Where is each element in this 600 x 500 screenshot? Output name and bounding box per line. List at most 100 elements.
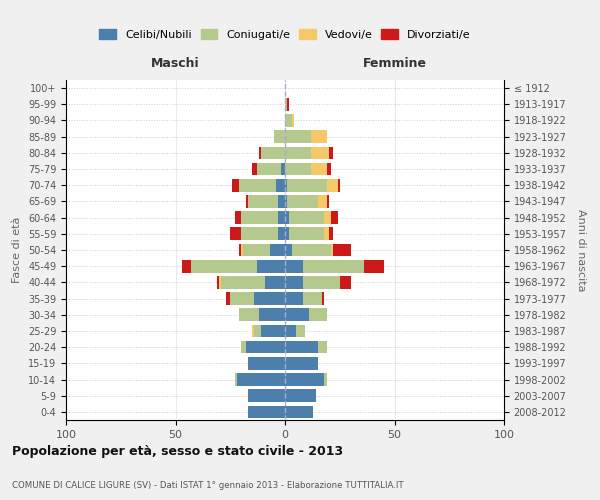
Bar (182, 260, 191, 272)
Bar (248, 357, 285, 370)
Bar (338, 179, 340, 192)
Bar (289, 212, 325, 224)
Bar (285, 324, 296, 338)
Bar (245, 195, 248, 207)
Bar (191, 260, 257, 272)
Bar (226, 292, 230, 305)
Bar (285, 228, 289, 240)
Bar (302, 276, 340, 288)
Bar (285, 114, 292, 127)
Y-axis label: Fasce di età: Fasce di età (13, 217, 22, 283)
Text: COMUNE DI CALICE LIGURE (SV) - Dati ISTAT 1° gennaio 2013 - Elaborazione TUTTITA: COMUNE DI CALICE LIGURE (SV) - Dati ISTA… (12, 481, 404, 490)
Bar (241, 244, 244, 256)
Bar (285, 146, 311, 159)
Bar (244, 244, 269, 256)
Bar (285, 276, 302, 288)
Bar (285, 244, 292, 256)
Bar (285, 308, 309, 321)
Bar (269, 244, 285, 256)
Bar (281, 162, 285, 175)
Bar (241, 341, 245, 353)
Bar (326, 179, 338, 192)
Bar (292, 114, 294, 127)
Bar (285, 162, 311, 175)
Bar (302, 292, 322, 305)
Bar (340, 276, 350, 288)
Bar (329, 228, 333, 240)
Bar (239, 179, 276, 192)
Bar (285, 98, 287, 110)
Bar (241, 212, 278, 224)
Bar (285, 341, 318, 353)
Bar (325, 373, 326, 386)
Bar (285, 195, 287, 207)
Bar (245, 341, 285, 353)
Bar (257, 260, 285, 272)
Bar (252, 324, 254, 338)
Bar (285, 373, 325, 386)
Bar (289, 228, 325, 240)
Bar (322, 292, 325, 305)
Bar (311, 146, 329, 159)
Text: Popolazione per età, sesso e stato civile - 2013: Popolazione per età, sesso e stato civil… (12, 444, 343, 458)
Bar (261, 146, 285, 159)
Bar (287, 179, 326, 192)
Bar (232, 179, 239, 192)
Bar (278, 212, 285, 224)
Bar (252, 162, 257, 175)
Bar (239, 308, 259, 321)
Bar (285, 179, 287, 192)
Bar (287, 98, 289, 110)
Bar (235, 212, 241, 224)
Bar (265, 276, 285, 288)
Bar (285, 357, 318, 370)
Bar (217, 276, 220, 288)
Bar (248, 406, 285, 418)
Text: Maschi: Maschi (151, 58, 200, 70)
Bar (259, 308, 285, 321)
Bar (257, 162, 281, 175)
Bar (237, 373, 285, 386)
Bar (274, 130, 285, 143)
Bar (261, 324, 285, 338)
Bar (333, 244, 350, 256)
Bar (318, 341, 326, 353)
Bar (221, 276, 265, 288)
Bar (285, 390, 316, 402)
Bar (259, 146, 261, 159)
Bar (318, 195, 326, 207)
Bar (302, 260, 364, 272)
Bar (285, 406, 313, 418)
Bar (285, 212, 289, 224)
Bar (296, 324, 305, 338)
Bar (278, 195, 285, 207)
Bar (254, 292, 285, 305)
Y-axis label: Anni di nascita: Anni di nascita (576, 209, 586, 291)
Bar (230, 292, 254, 305)
Bar (287, 195, 318, 207)
Bar (239, 244, 241, 256)
Bar (329, 146, 333, 159)
Bar (326, 162, 331, 175)
Legend: Celibi/Nubili, Coniugati/e, Vedovi/e, Divorziati/e: Celibi/Nubili, Coniugati/e, Vedovi/e, Di… (95, 24, 475, 44)
Bar (254, 324, 261, 338)
Bar (285, 130, 311, 143)
Bar (325, 212, 331, 224)
Bar (309, 308, 326, 321)
Bar (364, 260, 383, 272)
Bar (230, 228, 241, 240)
Bar (248, 195, 278, 207)
Bar (311, 162, 326, 175)
Bar (278, 228, 285, 240)
Bar (311, 130, 326, 143)
Bar (248, 390, 285, 402)
Bar (220, 276, 221, 288)
Text: Femmine: Femmine (362, 58, 427, 70)
Bar (276, 179, 285, 192)
Bar (326, 195, 329, 207)
Bar (235, 373, 237, 386)
Bar (285, 292, 302, 305)
Bar (285, 260, 302, 272)
Bar (241, 228, 278, 240)
Bar (331, 244, 333, 256)
